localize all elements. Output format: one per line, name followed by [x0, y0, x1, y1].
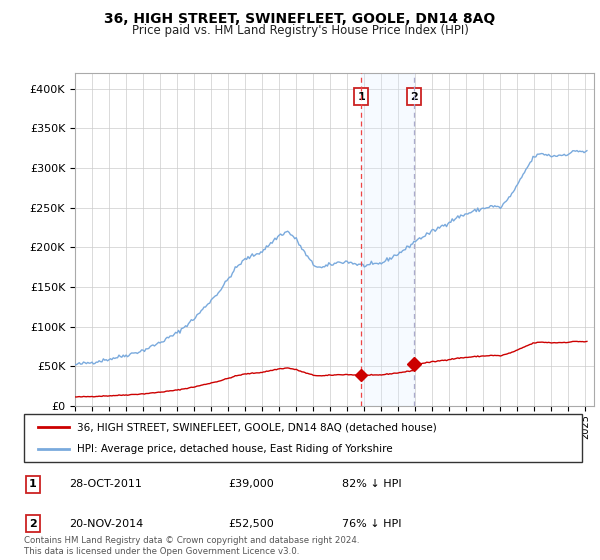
- Text: 1: 1: [29, 479, 37, 489]
- Text: 20-NOV-2014: 20-NOV-2014: [69, 519, 143, 529]
- Text: 36, HIGH STREET, SWINEFLEET, GOOLE, DN14 8AQ: 36, HIGH STREET, SWINEFLEET, GOOLE, DN14…: [104, 12, 496, 26]
- Text: 1: 1: [358, 92, 365, 101]
- Text: 76% ↓ HPI: 76% ↓ HPI: [342, 519, 401, 529]
- Text: 36, HIGH STREET, SWINEFLEET, GOOLE, DN14 8AQ (detached house): 36, HIGH STREET, SWINEFLEET, GOOLE, DN14…: [77, 422, 437, 432]
- Text: 82% ↓ HPI: 82% ↓ HPI: [342, 479, 401, 489]
- Bar: [361, 73, 413, 406]
- FancyBboxPatch shape: [24, 414, 582, 462]
- Text: 2: 2: [29, 519, 37, 529]
- Text: £39,000: £39,000: [228, 479, 274, 489]
- Text: HPI: Average price, detached house, East Riding of Yorkshire: HPI: Average price, detached house, East…: [77, 444, 392, 454]
- Text: £52,500: £52,500: [228, 519, 274, 529]
- Text: Price paid vs. HM Land Registry's House Price Index (HPI): Price paid vs. HM Land Registry's House …: [131, 24, 469, 37]
- Text: Contains HM Land Registry data © Crown copyright and database right 2024.
This d: Contains HM Land Registry data © Crown c…: [24, 536, 359, 556]
- Text: 28-OCT-2011: 28-OCT-2011: [69, 479, 142, 489]
- Text: 2: 2: [410, 92, 418, 101]
